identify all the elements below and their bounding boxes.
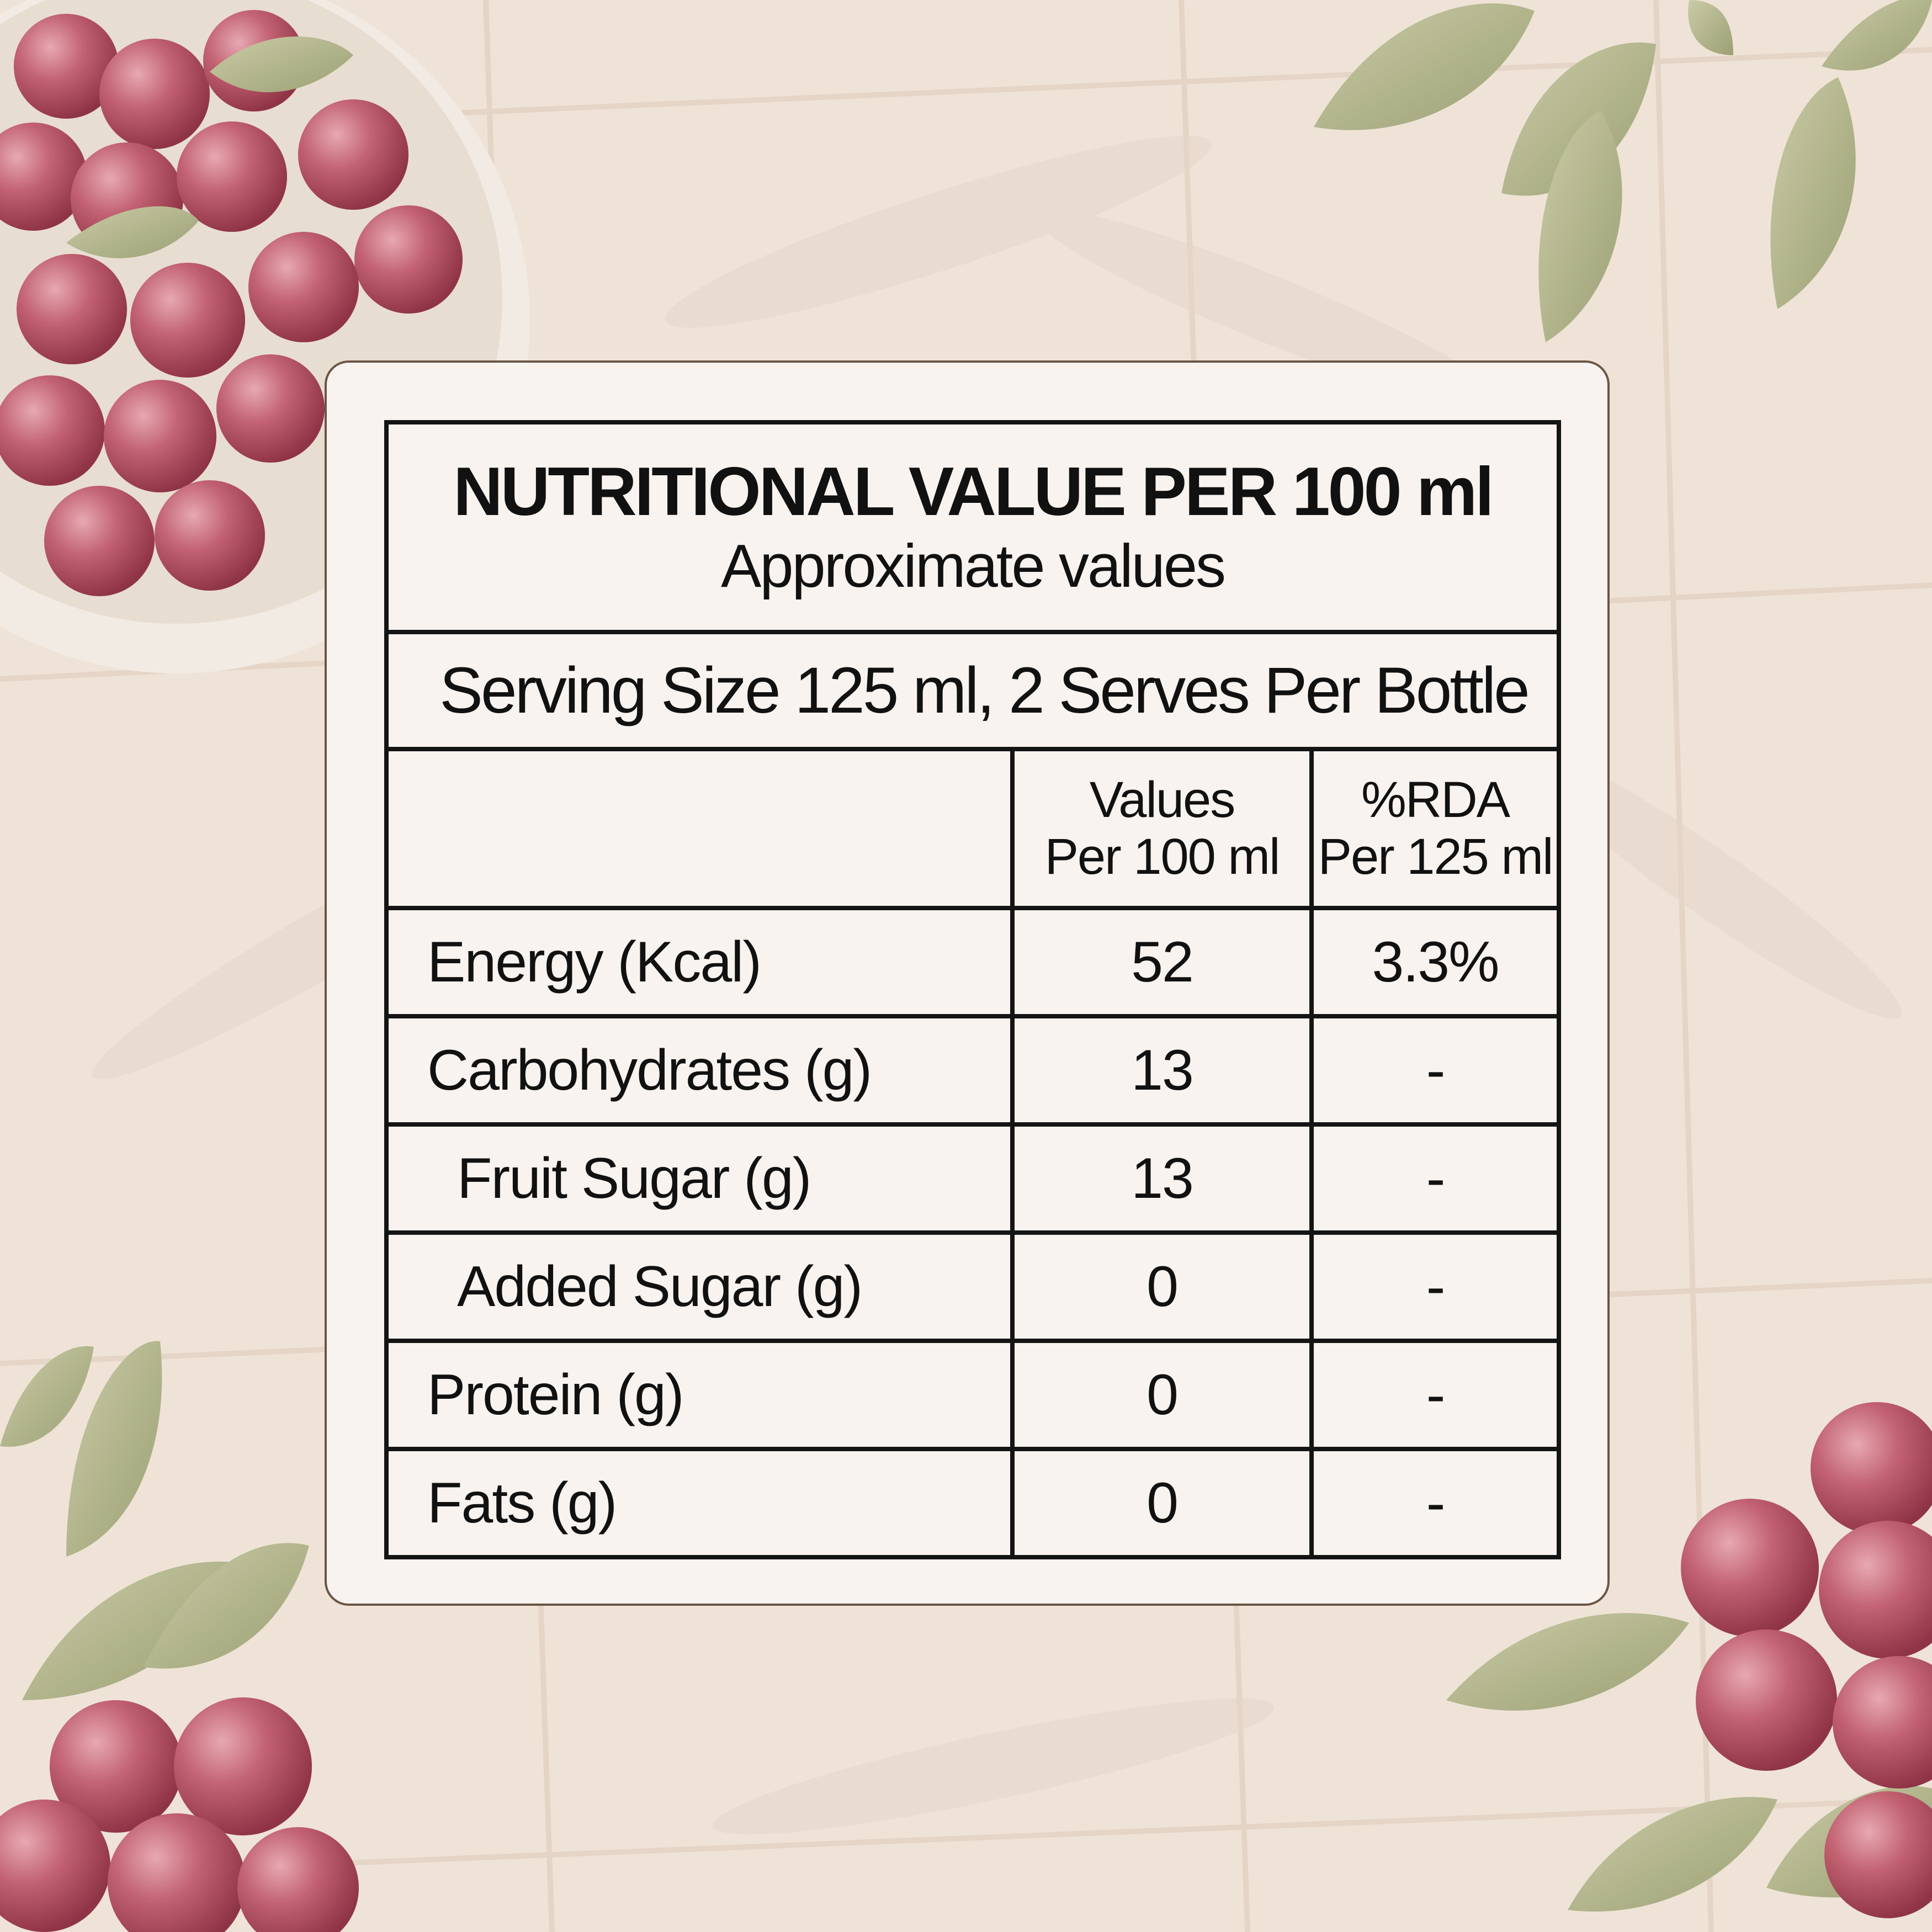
nutrient-value: 13 [1010, 1122, 1314, 1235]
panel-title: NUTRITIONAL VALUE PER 100 ml [453, 454, 1494, 530]
berries-bottom-left [0, 1697, 359, 1932]
serving-row: Serving Size 125 ml, 2 Serves Per Bottle [384, 630, 1562, 751]
title-row: NUTRITIONAL VALUE PER 100 ml Approximate… [384, 420, 1562, 634]
bowl-leaf [66, 206, 199, 258]
table-row: Fats (g) 0 - [384, 1447, 1562, 1559]
nutrient-value: 0 [1010, 1447, 1314, 1559]
values-column-header: Values Per 100 ml [1010, 747, 1314, 910]
values-header-line1: Values [1089, 771, 1235, 828]
nutrient-name: Carbohydrates (g) [384, 1014, 1015, 1127]
nutrition-panel: NUTRITIONAL VALUE PER 100 ml Approximate… [325, 360, 1610, 1606]
nutrient-name: Energy (Kcal) [384, 906, 1015, 1018]
serving-size: Serving Size 125 ml, 2 Serves Per Bottle [384, 630, 1562, 751]
nutrient-value: 52 [1010, 906, 1314, 1018]
column-header-row: Values Per 100 ml %RDA Per 125 ml [384, 747, 1562, 910]
rda-header-line2: Per 125 ml [1318, 829, 1554, 885]
leaves-bottom-left [0, 1341, 309, 1700]
table-row: Energy (Kcal) 52 3.3% [384, 906, 1562, 1018]
title-cell: NUTRITIONAL VALUE PER 100 ml Approximate… [384, 420, 1562, 634]
nutrient-rda: - [1309, 1014, 1562, 1127]
nutrient-value: 13 [1010, 1014, 1314, 1127]
berries-bottom-right [1681, 1402, 1932, 1918]
nutrient-name: Fats (g) [384, 1447, 1015, 1559]
nutrient-rda: 3.3% [1309, 906, 1562, 1018]
bowl-leaf [210, 36, 353, 93]
nutrient-value: 0 [1010, 1230, 1314, 1343]
nutrient-name: Fruit Sugar (g) [384, 1122, 1015, 1235]
table-row: Carbohydrates (g) 13 - [384, 1014, 1562, 1127]
nutrition-table: NUTRITIONAL VALUE PER 100 ml Approximate… [384, 420, 1562, 1559]
values-header-line2: Per 100 ml [1044, 829, 1281, 885]
nutrient-value: 0 [1010, 1339, 1314, 1451]
nutrient-rda: - [1309, 1230, 1562, 1343]
table-row: Added Sugar (g) 0 - [384, 1230, 1562, 1343]
table-row: Protein (g) 0 - [384, 1339, 1562, 1451]
panel-subtitle: Approximate values [720, 532, 1226, 600]
rda-header-line1: %RDA [1361, 771, 1510, 828]
nutrient-column-header [384, 747, 1015, 910]
nutrient-rda: - [1309, 1122, 1562, 1235]
table-row: Fruit Sugar (g) 13 - [384, 1122, 1562, 1235]
nutrient-rda: - [1309, 1447, 1562, 1559]
nutrient-name: Protein (g) [384, 1339, 1015, 1451]
nutrient-rda: - [1309, 1339, 1562, 1451]
rda-column-header: %RDA Per 125 ml [1309, 747, 1562, 910]
leaves-top-right [1314, 0, 1932, 342]
nutrient-name: Added Sugar (g) [384, 1230, 1015, 1343]
